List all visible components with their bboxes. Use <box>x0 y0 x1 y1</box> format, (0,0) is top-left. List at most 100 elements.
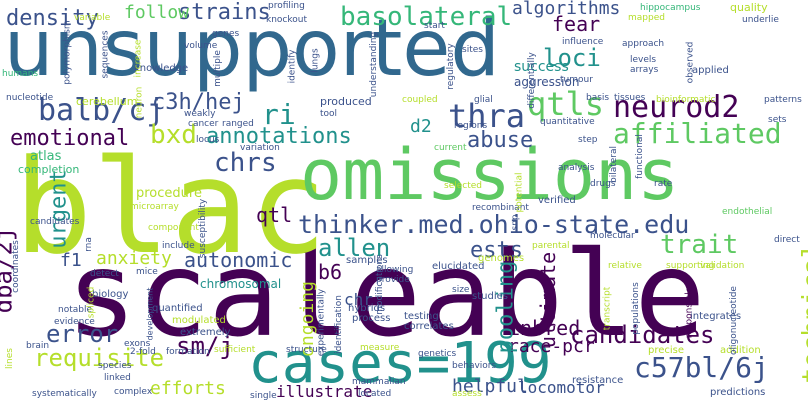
word-evidence: evidence <box>54 317 95 327</box>
word-process: process <box>352 313 391 324</box>
word-sequences: sequences <box>100 30 111 79</box>
word-variation: variation <box>240 143 280 153</box>
word-unsupported: unsupported <box>4 4 500 94</box>
word-lines: lines <box>4 348 15 369</box>
word-bilateral: bilateral <box>609 145 620 184</box>
word-notable: notable <box>58 305 93 315</box>
word-ultimate: ultimate <box>536 251 561 349</box>
word-profiling: profiling <box>268 1 305 11</box>
word-increase: increase <box>133 39 144 78</box>
word-molecular: molecular <box>590 231 635 241</box>
word-lungs: lungs <box>310 48 321 73</box>
word-integrates: integrates <box>690 311 742 322</box>
word-knockout: knockout <box>266 15 308 25</box>
word-susceptibility: susceptibility <box>198 198 209 259</box>
word-modulated: modulated <box>172 315 226 326</box>
word-smj: sm/j <box>176 332 234 360</box>
word-abuse: abuse <box>467 128 534 153</box>
word-pooling: pooling <box>493 260 519 354</box>
word-precise: precise <box>648 345 685 356</box>
word-aggression: aggression <box>514 75 580 89</box>
word-cases: cases=199 <box>248 331 552 396</box>
word-samples: samples <box>346 255 388 266</box>
word-testing: testing <box>404 311 439 322</box>
word-quantitative: quantitative <box>540 117 595 127</box>
word-single: single <box>250 391 277 401</box>
word-rate: rate <box>654 179 673 189</box>
word-qtl: qtl <box>256 203 293 227</box>
word-variable: variable <box>74 13 111 23</box>
word-annotations: annotations <box>206 124 352 149</box>
word-cerebellum: cerebellum <box>76 95 138 108</box>
word-chrs: chrs <box>214 148 277 178</box>
word-polymorphism: polymorphism <box>62 20 73 85</box>
word-chromosomal: chromosomal <box>200 277 282 291</box>
word-quantified: quantified <box>152 303 203 314</box>
word-step: step <box>578 135 598 145</box>
word-understanding: understanding <box>369 31 380 98</box>
word-responsible: responsible <box>684 286 695 339</box>
word-candidates: candidates <box>570 321 715 349</box>
word-located: located <box>358 389 392 399</box>
word-microarray: microarray <box>130 202 179 212</box>
word-genes: genes <box>212 29 240 39</box>
word-selected: selected <box>444 181 482 191</box>
word-produced: produced <box>320 95 372 108</box>
word-genetics: genetics <box>418 349 457 359</box>
word-recombinant: recombinant <box>472 203 529 213</box>
word-neuron: neuron <box>134 86 145 119</box>
word-snp: snp <box>510 214 521 231</box>
word-transcript: transcript <box>602 286 613 331</box>
word-scaleable: scaleable <box>66 225 706 363</box>
word-qtls: qtls <box>527 85 605 123</box>
word-cancer: cancer <box>188 119 219 129</box>
word-allowing: allowing <box>376 265 414 275</box>
word-arrays: arrays <box>630 65 659 75</box>
word-omissions: omissions <box>300 134 680 216</box>
word-allen: allen <box>318 234 391 262</box>
word-procedure: procedure <box>136 186 202 201</box>
word-sets: sets <box>768 115 787 125</box>
word-twofold: 2-fold <box>130 347 156 357</box>
word-density: density <box>6 6 99 31</box>
word-humans: humans <box>2 69 39 79</box>
word-potential: potential <box>514 172 525 213</box>
word-tumour: tumour <box>560 75 593 85</box>
word-atlas: atlas <box>30 149 62 164</box>
word-experimentally: experimentally <box>316 288 327 357</box>
word-illustrate: illustrate <box>276 382 373 401</box>
word-strains: strains <box>178 0 271 25</box>
word-applied: applied <box>692 65 729 76</box>
word-c3hhej: c3h/hej <box>152 90 245 115</box>
word-knowledge: knowledge <box>134 63 189 74</box>
word-ests: ests <box>470 238 523 263</box>
word-multiple: multiple <box>212 50 223 87</box>
word-identification: identification <box>333 295 344 354</box>
word-verified: verified <box>538 195 576 206</box>
word-glial: glial <box>474 95 493 105</box>
word-coordinates: coordinates <box>10 240 21 293</box>
word-autonomic: autonomic <box>184 248 293 272</box>
word-algorithms: algorithms <box>512 0 621 19</box>
word-nucleotide: nucleotide <box>6 93 54 103</box>
word-detect: detect <box>90 269 119 279</box>
word-correlates: correlates <box>404 321 454 332</box>
word-sites: sites <box>462 45 483 55</box>
word-oligonucleotide: oligonucleotide <box>728 286 739 355</box>
word-mapped: mapped <box>628 13 665 23</box>
word-b6: b6 <box>318 260 343 284</box>
word-current: current <box>434 143 467 153</box>
word-approach: approach <box>622 39 665 49</box>
word-tool: tool <box>320 109 338 119</box>
word-racepcr: race-pcr <box>508 336 595 357</box>
word-structure: structure <box>286 345 327 355</box>
word-component: component <box>148 223 199 233</box>
word-spliced: spliced <box>86 286 97 319</box>
word-assess: assess <box>452 389 482 399</box>
word-development: development <box>145 287 155 341</box>
word-bxd: bxd <box>150 120 197 150</box>
word-include: include <box>162 241 195 251</box>
word-predictions: predictions <box>710 387 766 398</box>
word-hippocampus: hippocampus <box>640 3 701 13</box>
